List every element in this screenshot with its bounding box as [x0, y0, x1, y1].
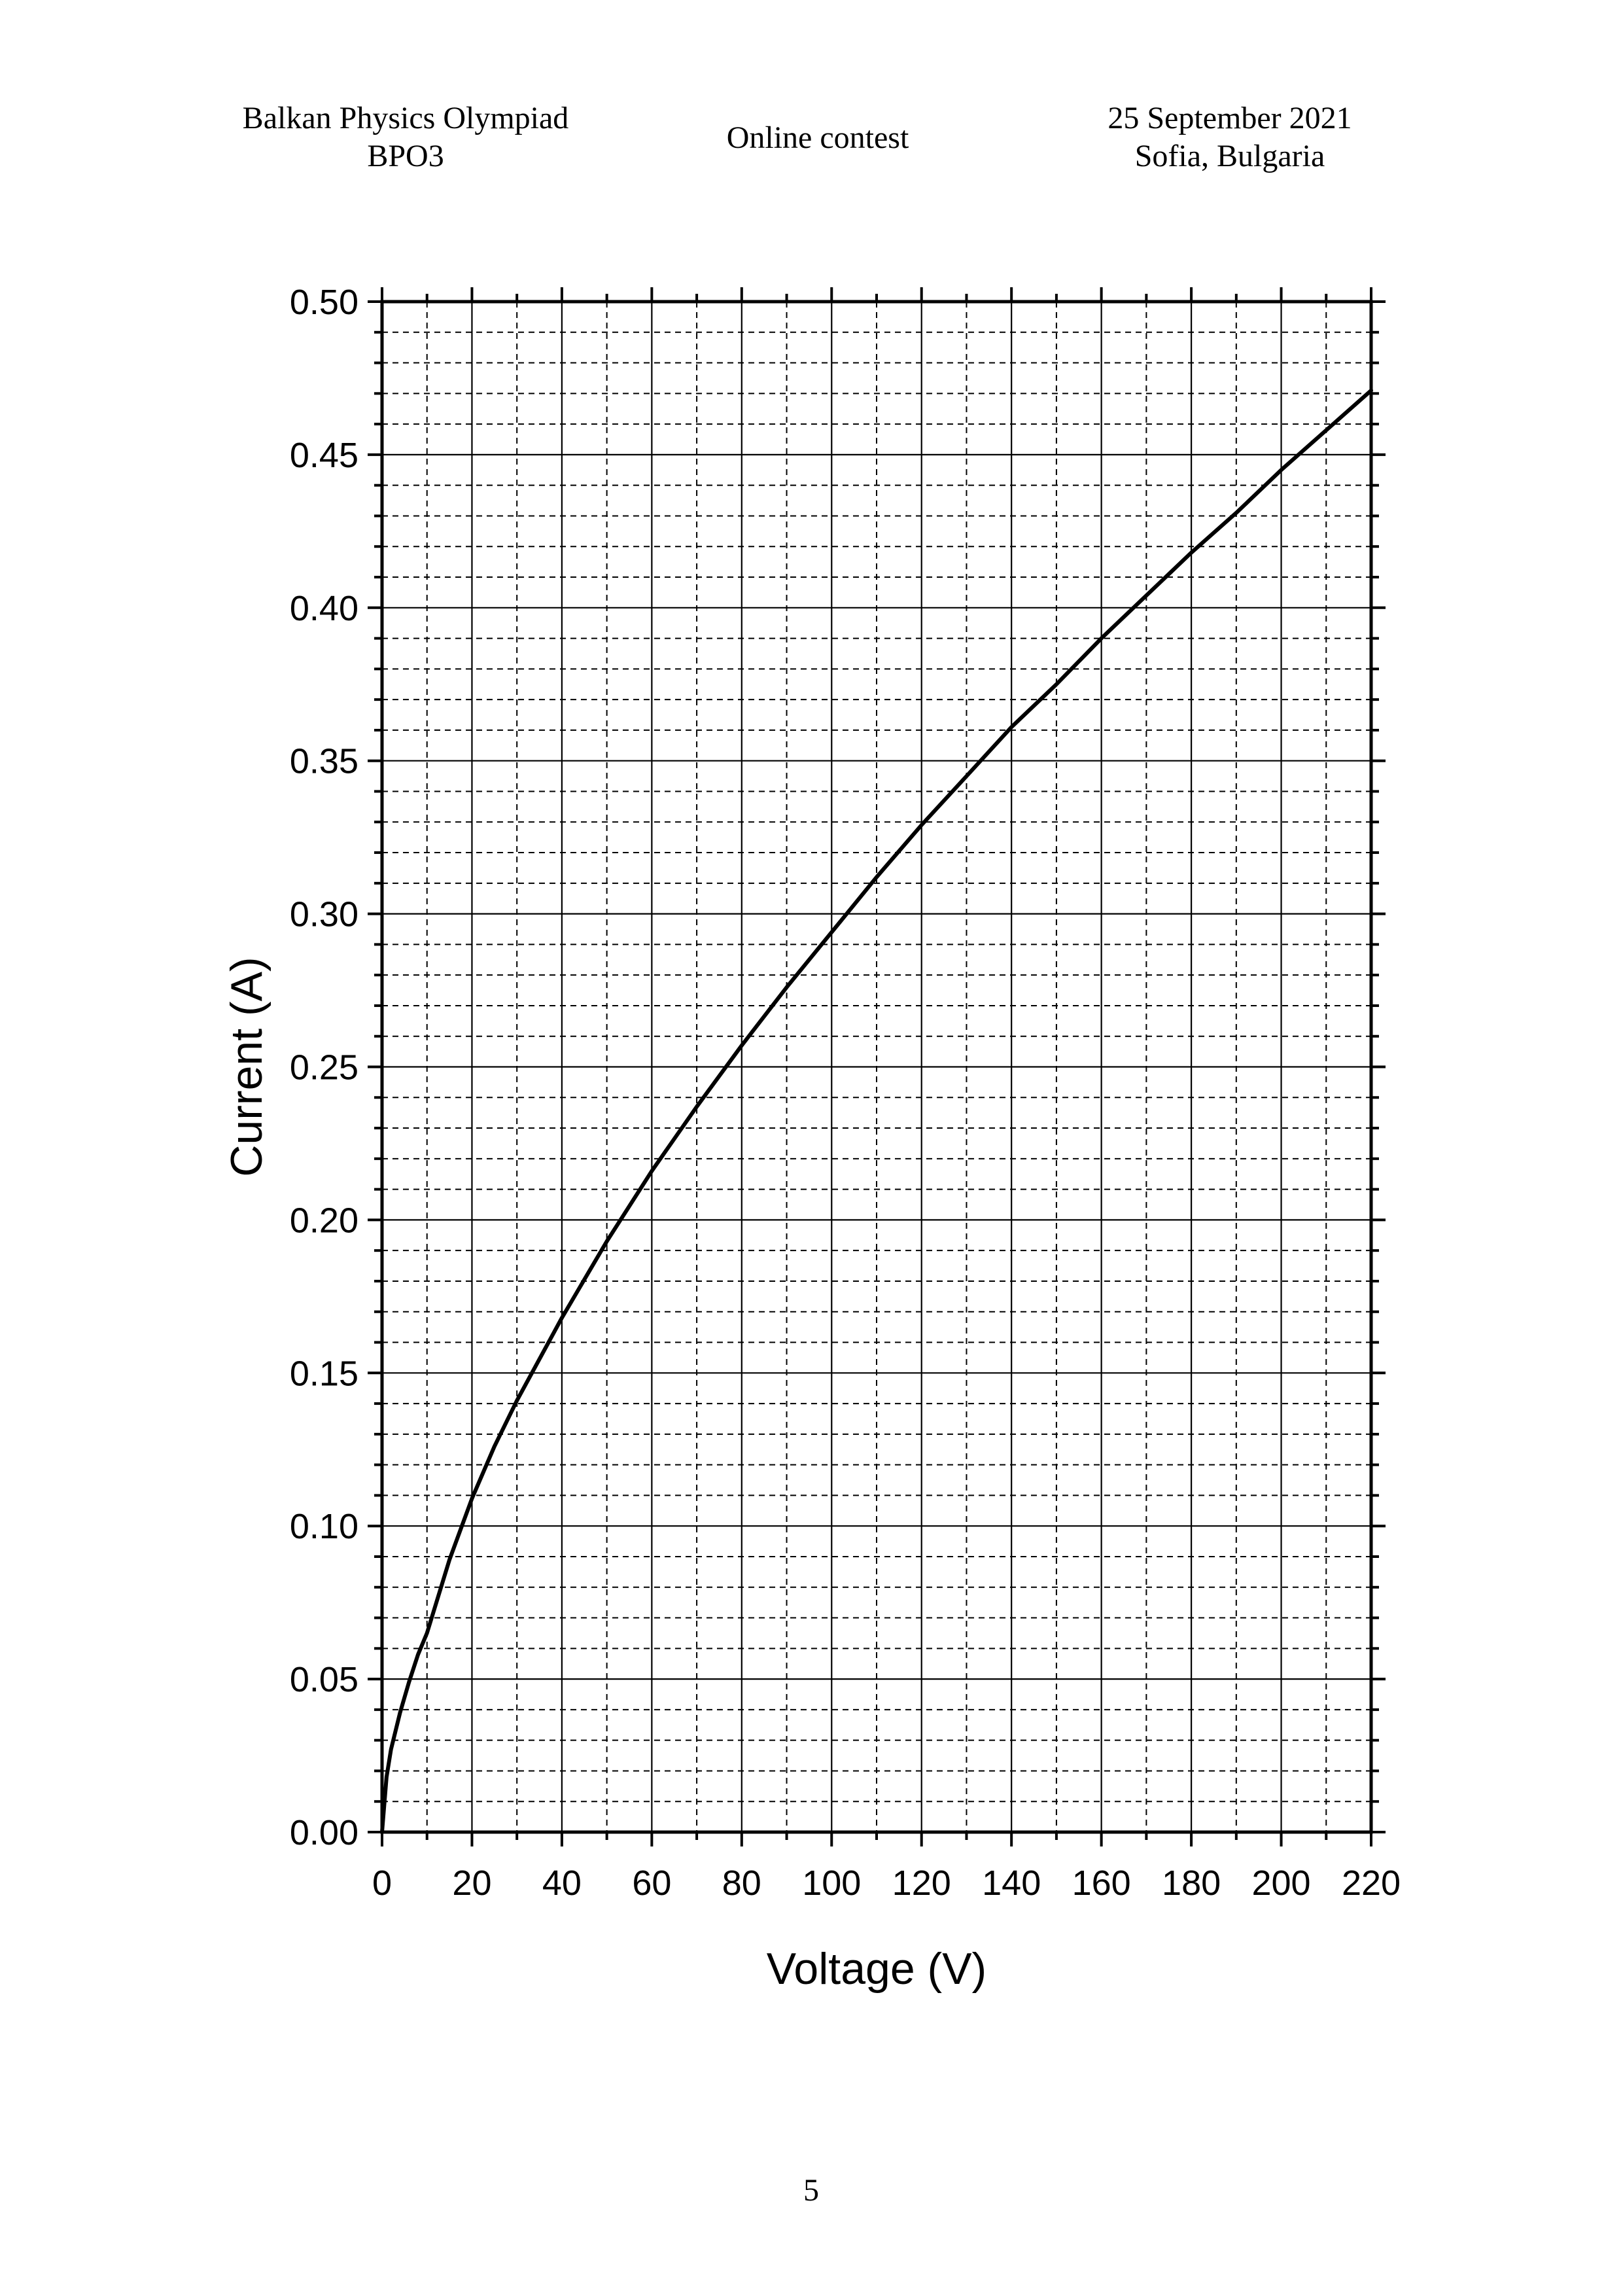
- x-tick-label: 20: [452, 1863, 491, 1903]
- y-tick-label: 0.15: [290, 1354, 358, 1393]
- y-tick-label: 0.00: [290, 1813, 358, 1852]
- plot-frame: [380, 300, 1373, 1834]
- x-tick-label: 80: [722, 1863, 761, 1903]
- y-tick-label: 0.20: [290, 1201, 358, 1240]
- contest-location: Sofia, Bulgaria: [1134, 139, 1325, 173]
- olympiad-code: BPO3: [367, 139, 444, 173]
- x-tick-label: 200: [1251, 1863, 1310, 1903]
- x-tick-label: 40: [542, 1863, 582, 1903]
- olympiad-name: Balkan Physics Olympiad: [242, 101, 569, 135]
- x-tick-label: 0: [372, 1863, 392, 1903]
- x-tick-label: 180: [1162, 1863, 1221, 1903]
- x-tick-label: 140: [982, 1863, 1041, 1903]
- y-tick-label: 0.35: [290, 742, 358, 781]
- y-tick-labels: 0.00 0.05 0.10 0.15 0.20 0.25 0.30 0.35 0.40 0.45…: [290, 283, 358, 1852]
- y-tick-label: 0.45: [290, 436, 358, 475]
- contest-type: Online contest: [726, 120, 909, 155]
- y-tick-label: 0.25: [290, 1048, 358, 1087]
- x-tick-label: 120: [892, 1863, 951, 1903]
- y-axis-title: Current (A): [222, 957, 271, 1176]
- x-tick-labels: 0 20 40 60 80 100 120 140 160 180 200 220: [372, 1863, 1401, 1903]
- x-tick-label: 60: [632, 1863, 671, 1903]
- y-tick-label: 0.40: [290, 589, 358, 628]
- x-tick-label: 220: [1342, 1863, 1401, 1903]
- header-left: Balkan Physics Olympiad BPO3: [236, 99, 576, 175]
- x-tick-label: 100: [802, 1863, 861, 1903]
- page-number: 5: [803, 2173, 819, 2208]
- x-tick-label: 160: [1072, 1863, 1131, 1903]
- y-tick-label: 0.10: [290, 1507, 358, 1546]
- header-center: Online contest: [687, 119, 949, 157]
- grid: [381, 300, 1372, 1833]
- y-tick-label: 0.50: [290, 283, 358, 322]
- header-right: 25 September 2021 Sofia, Bulgaria: [1060, 99, 1400, 175]
- series: [380, 388, 1373, 1834]
- y-tick-label: 0.30: [290, 895, 358, 934]
- x-axis-title: Voltage (V): [767, 1944, 986, 1994]
- current-voltage-curve: [380, 388, 1373, 1834]
- y-tick-label: 0.05: [290, 1660, 358, 1699]
- contest-date: 25 September 2021: [1108, 101, 1352, 135]
